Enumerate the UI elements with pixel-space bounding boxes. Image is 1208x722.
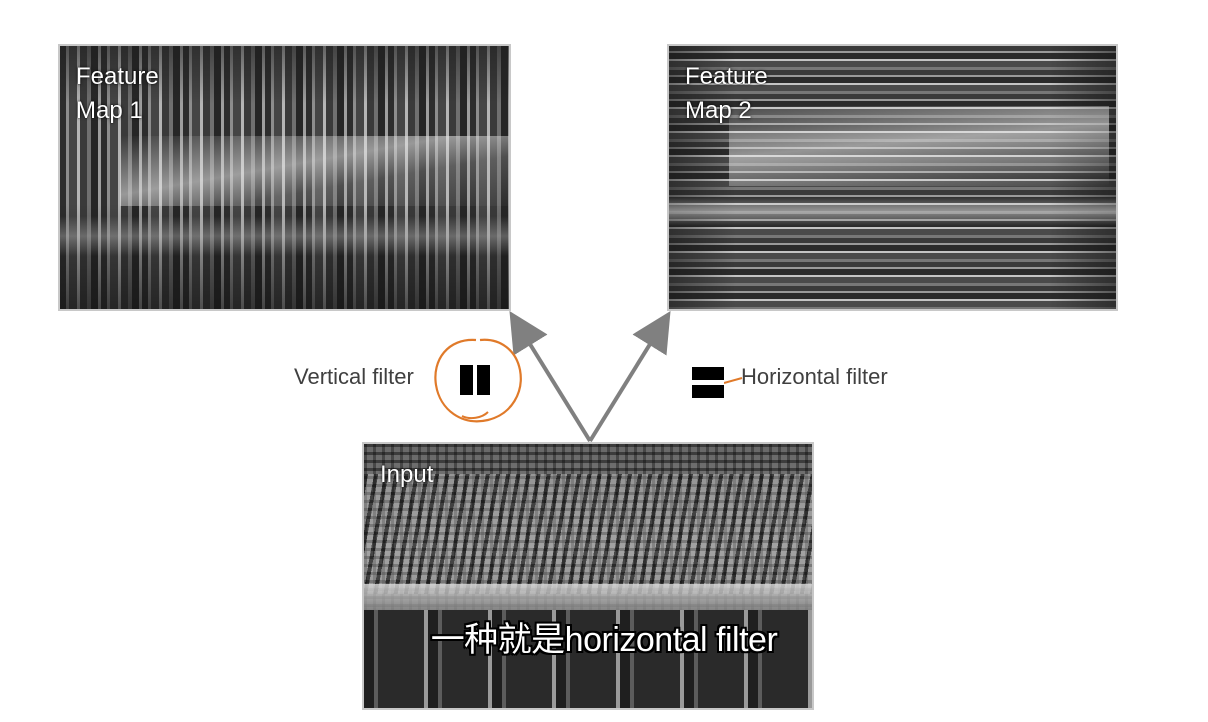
arrow-to-feature-map-2 bbox=[588, 310, 671, 443]
feature-map-2-image: Feature Map 2 bbox=[667, 44, 1118, 311]
vertical-bar-left bbox=[460, 365, 473, 395]
vertical-filter-label: Vertical filter bbox=[294, 364, 414, 389]
feature-map-2-texture bbox=[729, 106, 1109, 186]
input-pillars-texture bbox=[364, 610, 812, 708]
input-eave-texture bbox=[364, 584, 812, 610]
input-roof-texture bbox=[364, 474, 812, 594]
feature-map-1-image: Feature Map 1 bbox=[58, 44, 511, 311]
arrow-to-feature-map-1 bbox=[509, 310, 592, 443]
input-label: Input bbox=[380, 461, 434, 488]
horizontal-filter-label: Horizontal filter bbox=[741, 364, 888, 389]
vertical-bar-right bbox=[477, 365, 490, 395]
feature-map-1-texture bbox=[120, 136, 509, 206]
horizontal-bar-top bbox=[692, 367, 724, 380]
horizontal-filter-connector bbox=[723, 377, 743, 384]
feature-map-2-label: Feature Map 2 bbox=[685, 63, 768, 124]
feature-map-2-band bbox=[669, 196, 1116, 226]
horizontal-bars-icon bbox=[692, 365, 724, 399]
vertical-bars-icon bbox=[458, 363, 492, 397]
input-image: Input bbox=[362, 442, 814, 710]
feature-map-1-band bbox=[60, 216, 509, 256]
video-subtitle: 一种就是horizontal filter bbox=[430, 621, 778, 659]
horizontal-bar-bottom bbox=[692, 385, 724, 398]
feature-map-1-label: Feature Map 1 bbox=[76, 63, 159, 124]
annotation-circle-tail bbox=[461, 411, 489, 420]
